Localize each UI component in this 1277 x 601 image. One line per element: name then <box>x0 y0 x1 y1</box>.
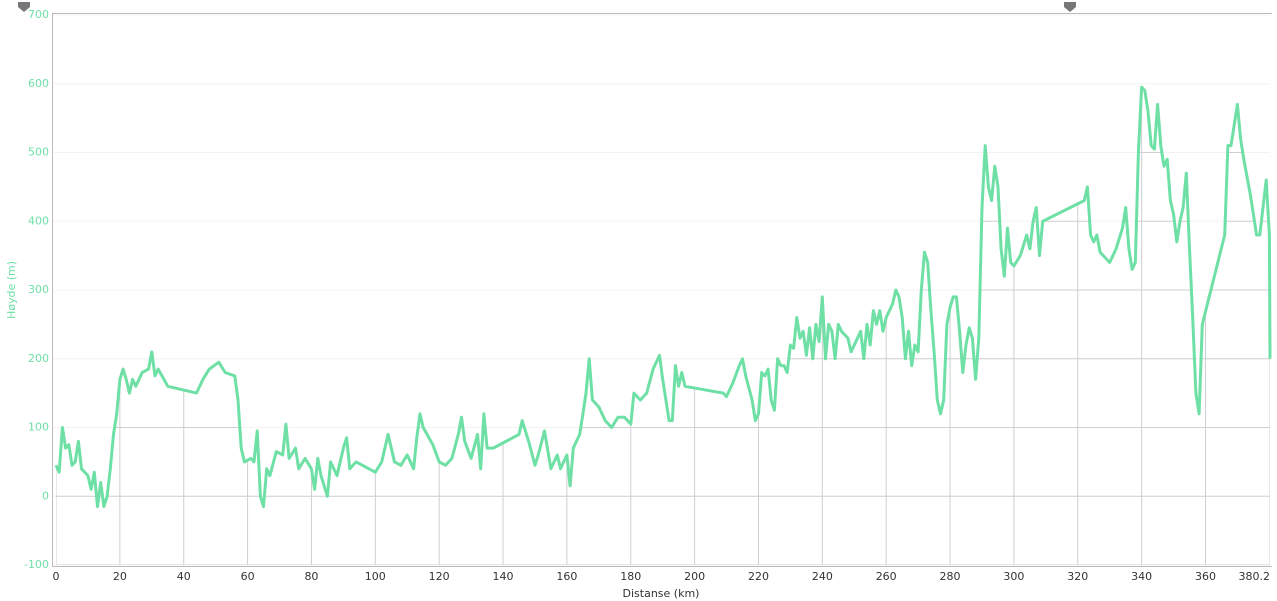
x-tick-label: 280 <box>940 570 961 583</box>
x-tick-label: 80 <box>304 570 318 583</box>
y-axis-label: Høyde (m) <box>5 261 18 319</box>
y-tick-label: 400 <box>28 214 49 227</box>
range-handle-left[interactable] <box>18 2 30 12</box>
x-tick-label: 180 <box>620 570 641 583</box>
x-axis-label: Distanse (km) <box>623 587 700 600</box>
x-tick-label: 360 <box>1195 570 1216 583</box>
x-tick-label: 20 <box>113 570 127 583</box>
y-tick-label: 700 <box>28 8 49 21</box>
x-tick-label: 320 <box>1067 570 1088 583</box>
y-tick-label: 300 <box>28 283 49 296</box>
y-tick-label: 200 <box>28 352 49 365</box>
range-handle-right[interactable] <box>1064 2 1076 12</box>
x-tick-label: 220 <box>748 570 769 583</box>
y-tick-label: -100 <box>24 558 49 571</box>
x-tick-label: 380.2 <box>1239 570 1271 583</box>
x-tick-label: 140 <box>493 570 514 583</box>
x-tick-label: 340 <box>1131 570 1152 583</box>
y-tick-label: 100 <box>28 421 49 434</box>
x-tick-label: 200 <box>684 570 705 583</box>
elevation-line <box>54 85 1272 509</box>
y-tick-label: 0 <box>42 489 49 502</box>
x-tick-label: 0 <box>53 570 60 583</box>
x-tick-label: 120 <box>429 570 450 583</box>
y-tick-label: 600 <box>28 77 49 90</box>
x-tick-label: 260 <box>876 570 897 583</box>
y-tick-label: 500 <box>28 146 49 159</box>
x-tick-label: 60 <box>241 570 255 583</box>
x-tick-label: 160 <box>556 570 577 583</box>
x-tick-label: 300 <box>1003 570 1024 583</box>
x-tick-label: 240 <box>812 570 833 583</box>
x-tick-label: 100 <box>365 570 386 583</box>
x-tick-label: 40 <box>177 570 191 583</box>
